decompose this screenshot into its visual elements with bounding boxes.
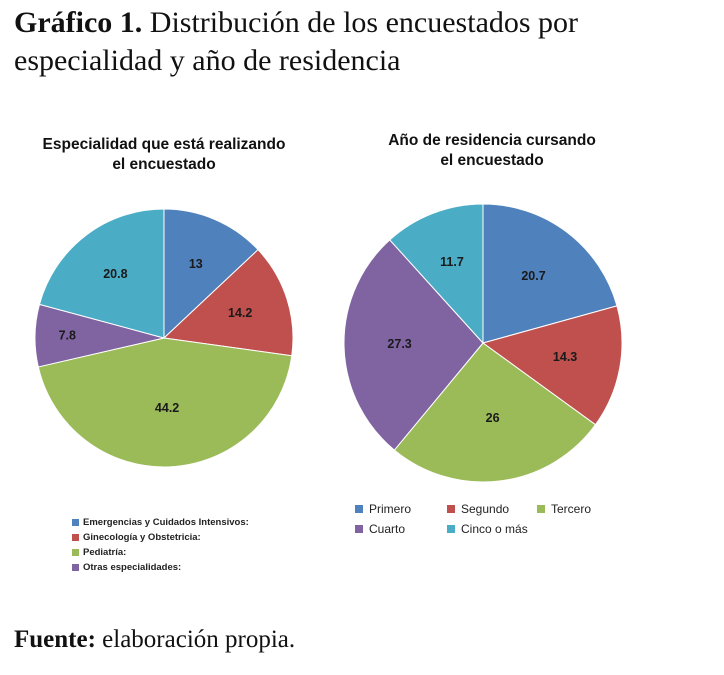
pie-data-label: 44.2 — [155, 401, 179, 415]
source-text: elaboración propia. — [95, 626, 296, 653]
legend-item-tercero: Tercero — [537, 499, 617, 519]
legend-label: Ginecología y Obstetricia: — [83, 532, 201, 543]
pie-data-label: 26 — [486, 411, 500, 425]
legend-swatch — [447, 525, 455, 533]
legend-year: Primero Segundo Tercero Cuarto Cinco o m… — [355, 499, 615, 539]
pie-data-label: 7.8 — [59, 328, 76, 342]
legend-swatch — [72, 534, 79, 541]
chart-title-year: Año de residencia cursando el encuestado — [342, 131, 642, 171]
chart-title-specialty-line1: Especialidad que está realizando — [42, 136, 286, 153]
pie-data-label: 14.2 — [228, 306, 252, 320]
legend-swatch — [447, 505, 455, 513]
legend-swatch — [537, 505, 545, 513]
caption-text: Distribución de los encuestados por espe… — [14, 6, 579, 77]
chart-title-year-line2: el encuestado — [440, 152, 544, 169]
legend-item-otras: Otras especialidades: — [72, 560, 249, 575]
pie-data-label: 11.7 — [440, 255, 464, 269]
legend-label: Cuarto — [369, 522, 406, 536]
pie-slice-ginecologia-y-obstetricia — [162, 248, 294, 357]
chart-title-specialty-line2: el encuestado — [112, 156, 216, 173]
pie-slice-primero — [482, 203, 618, 344]
legend-swatch — [355, 505, 363, 513]
legend-item-primero: Primero — [355, 499, 447, 519]
legend-swatch — [72, 564, 79, 571]
legend-item-segundo: Segundo — [447, 499, 537, 519]
legend-swatch — [72, 519, 79, 526]
pie-data-label: 13 — [189, 257, 203, 271]
pie-slice-unlabeled-4 — [38, 208, 165, 339]
legend-item-emergencias: Emergencias y Cuidados Intensivos: — [72, 515, 249, 530]
legend-specialty: Emergencias y Cuidados Intensivos: Ginec… — [72, 515, 249, 575]
pie-chart-year: 20.7 14.3 26 27.3 11.7 — [343, 203, 623, 483]
legend-item-cuarto: Cuarto — [355, 519, 447, 539]
legend-item-pediatria: Pediatría: — [72, 545, 249, 560]
legend-label: Pediatría: — [83, 547, 127, 558]
figure-source: Fuente: elaboración propia. — [14, 624, 295, 656]
pie-data-label: 20.8 — [103, 267, 127, 281]
pie-slice-pediatria — [37, 337, 293, 468]
pie-slice-cuarto — [343, 239, 484, 451]
figure-caption: Gráfico 1. Distribución de los encuestad… — [14, 4, 704, 80]
legend-label: Cinco o más — [461, 522, 528, 536]
legend-label: Primero — [369, 502, 412, 516]
pie-slice-tercero — [393, 342, 597, 483]
chart-title-year-line1: Año de residencia cursando — [388, 132, 596, 149]
pie-slice-segundo — [481, 305, 623, 426]
pie-data-label: 14.3 — [553, 350, 577, 364]
pie-chart-specialty: 13 14.2 44.2 7.8 20.8 — [34, 208, 294, 468]
pie-data-label: 27.3 — [387, 337, 411, 351]
pie-slice-emergencias-y-cuidados-intensivos — [163, 208, 259, 340]
pie-slice-cinco-o-mas — [389, 203, 484, 345]
pie-data-label: 20.7 — [521, 269, 545, 283]
caption-label: Gráfico 1. — [14, 6, 143, 39]
legend-label: Tercero — [551, 502, 592, 516]
legend-item-ginecologia: Ginecología y Obstetricia: — [72, 530, 249, 545]
legend-swatch — [72, 549, 79, 556]
legend-item-cinco-o-mas: Cinco o más — [447, 519, 537, 539]
legend-label: Segundo — [461, 502, 510, 516]
legend-swatch — [355, 525, 363, 533]
legend-label: Otras especialidades: — [83, 562, 182, 573]
source-label: Fuente: — [14, 626, 96, 653]
legend-label: Emergencias y Cuidados Intensivos: — [83, 517, 249, 528]
chart-title-specialty: Especialidad que está realizando el encu… — [14, 135, 314, 175]
